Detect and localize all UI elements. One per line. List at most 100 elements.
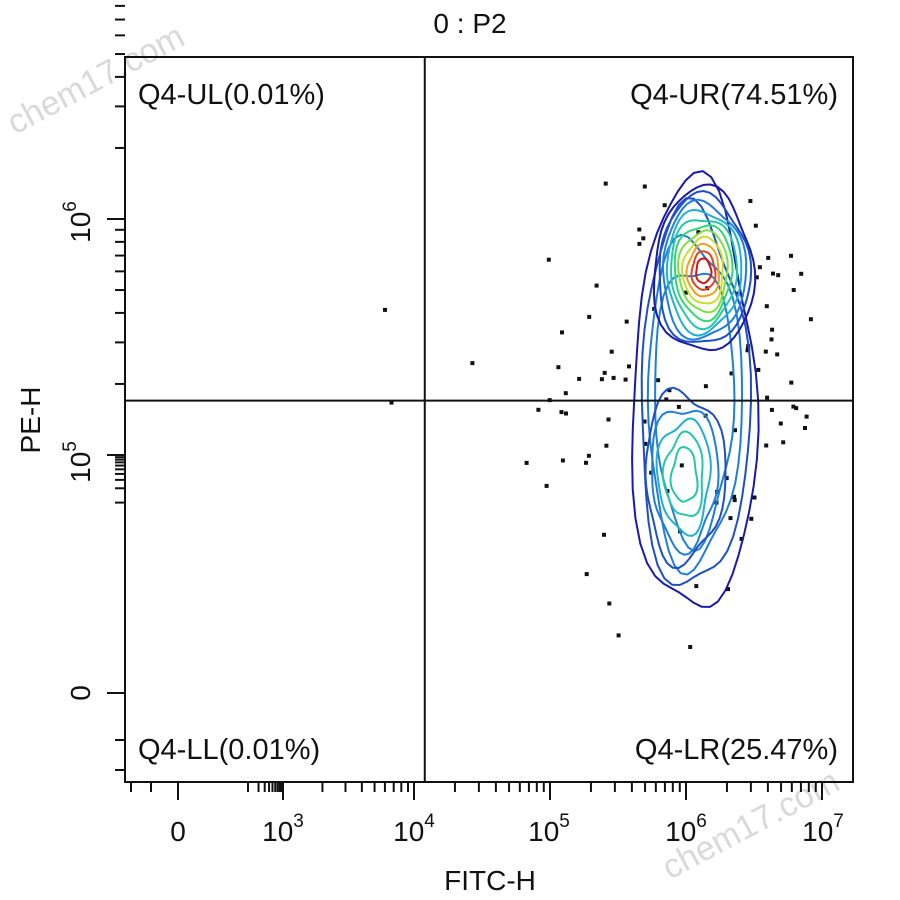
contour-line bbox=[669, 446, 699, 503]
scatter-point bbox=[803, 426, 807, 430]
scatter-point bbox=[754, 275, 759, 280]
scatter-point bbox=[791, 404, 796, 409]
contour-line bbox=[655, 417, 712, 537]
x-tick-label: 105 bbox=[528, 811, 570, 847]
scatter-point bbox=[756, 367, 761, 372]
contour-line bbox=[651, 409, 720, 556]
contour-line bbox=[673, 224, 734, 323]
scatter-point bbox=[594, 283, 599, 288]
scatter-point bbox=[556, 365, 561, 370]
scatter-point bbox=[560, 458, 565, 463]
x-tick-label: 106 bbox=[665, 811, 707, 847]
x-tick-label: 107 bbox=[802, 811, 844, 847]
scatter-point bbox=[732, 498, 737, 503]
scatter-point bbox=[789, 380, 794, 385]
scatter-point bbox=[602, 532, 606, 537]
scatter-point bbox=[609, 349, 614, 354]
scatter-point bbox=[683, 290, 688, 295]
scatter-point bbox=[676, 404, 681, 409]
scatter-point bbox=[757, 265, 762, 270]
scatter-point bbox=[584, 572, 589, 577]
y-tick-label: 106 bbox=[60, 201, 96, 243]
scatter-point bbox=[599, 377, 604, 382]
contour-line bbox=[661, 430, 704, 517]
scatter-point bbox=[752, 495, 757, 500]
scatter-point bbox=[611, 375, 616, 380]
scatter-point bbox=[753, 223, 758, 228]
quadrant-label-ll: Q4-LL(0.01%) bbox=[138, 734, 320, 766]
scatter-point bbox=[606, 417, 611, 422]
scatter-point bbox=[584, 460, 588, 465]
scatter-point bbox=[808, 317, 813, 322]
scatter-point bbox=[794, 406, 799, 411]
scatter-point bbox=[607, 601, 612, 606]
contour-line bbox=[662, 198, 748, 341]
contour-line bbox=[665, 208, 743, 337]
contour-line bbox=[658, 190, 753, 343]
scatter-point bbox=[389, 400, 394, 405]
x-tick-labels: 0 103 104 105 106 107 bbox=[170, 811, 844, 847]
scatter-point bbox=[679, 463, 684, 468]
scatter-point bbox=[536, 407, 541, 412]
scatter-point bbox=[623, 377, 628, 382]
x-tick-label: 104 bbox=[393, 811, 435, 847]
scatter-point bbox=[383, 307, 387, 312]
axis-ticks bbox=[107, 4, 823, 800]
scatter-point bbox=[603, 181, 608, 186]
quadrant-label-ul: Q4-UL(0.01%) bbox=[138, 79, 325, 111]
scatter-point bbox=[616, 633, 621, 638]
scatter-point bbox=[799, 271, 804, 276]
contour-line bbox=[652, 183, 757, 352]
scatter-point bbox=[739, 536, 744, 541]
scatter-point bbox=[764, 443, 769, 448]
scatter-point bbox=[804, 414, 809, 419]
contour-line bbox=[670, 219, 739, 331]
scatter-point bbox=[602, 370, 607, 375]
scatter-point bbox=[524, 460, 529, 465]
scatter-point bbox=[764, 304, 769, 309]
scatter-point bbox=[544, 483, 549, 488]
scatter-point bbox=[696, 230, 701, 235]
scatter-point bbox=[667, 388, 672, 393]
y-tick-label: 105 bbox=[60, 441, 96, 483]
scatter-point bbox=[749, 516, 754, 521]
scatter-point bbox=[703, 384, 708, 389]
x-tick-label: 103 bbox=[262, 811, 304, 847]
scatter-point bbox=[577, 376, 582, 381]
contour-line bbox=[677, 229, 729, 314]
scatter-point bbox=[587, 314, 592, 319]
density-contours bbox=[631, 170, 760, 608]
scatter-point bbox=[781, 440, 786, 445]
scatter-point bbox=[563, 391, 568, 396]
scatter-point bbox=[643, 441, 648, 446]
scatter-point bbox=[724, 476, 729, 481]
quadrant-label-lr: Q4-LR(25.47%) bbox=[635, 734, 838, 766]
contour-line bbox=[644, 386, 727, 569]
scatter-point bbox=[604, 443, 609, 448]
contour-line bbox=[690, 250, 717, 291]
scatter-point bbox=[729, 371, 734, 376]
scatter-point bbox=[637, 241, 642, 246]
contour-line bbox=[685, 242, 720, 298]
scatter-point bbox=[769, 337, 774, 342]
chart-title: 0 : P2 bbox=[433, 8, 506, 39]
scatter-point bbox=[560, 330, 564, 335]
scatter-point bbox=[763, 349, 768, 354]
scatter-point bbox=[748, 199, 753, 203]
scatter-point bbox=[564, 411, 568, 416]
scatter-point bbox=[733, 428, 737, 433]
scatter-point bbox=[776, 273, 781, 278]
scatter-point bbox=[664, 397, 669, 402]
scatter-point bbox=[775, 352, 780, 357]
scatter-point bbox=[656, 378, 661, 383]
scatter-point bbox=[766, 255, 771, 260]
scatter-point bbox=[688, 645, 693, 649]
scatter-point bbox=[546, 257, 551, 262]
y-tick-label: 0 bbox=[65, 685, 96, 701]
scatter-point bbox=[791, 288, 796, 292]
scatter-point bbox=[726, 587, 730, 592]
scatter-point bbox=[642, 419, 647, 424]
scatter-point bbox=[732, 494, 737, 499]
